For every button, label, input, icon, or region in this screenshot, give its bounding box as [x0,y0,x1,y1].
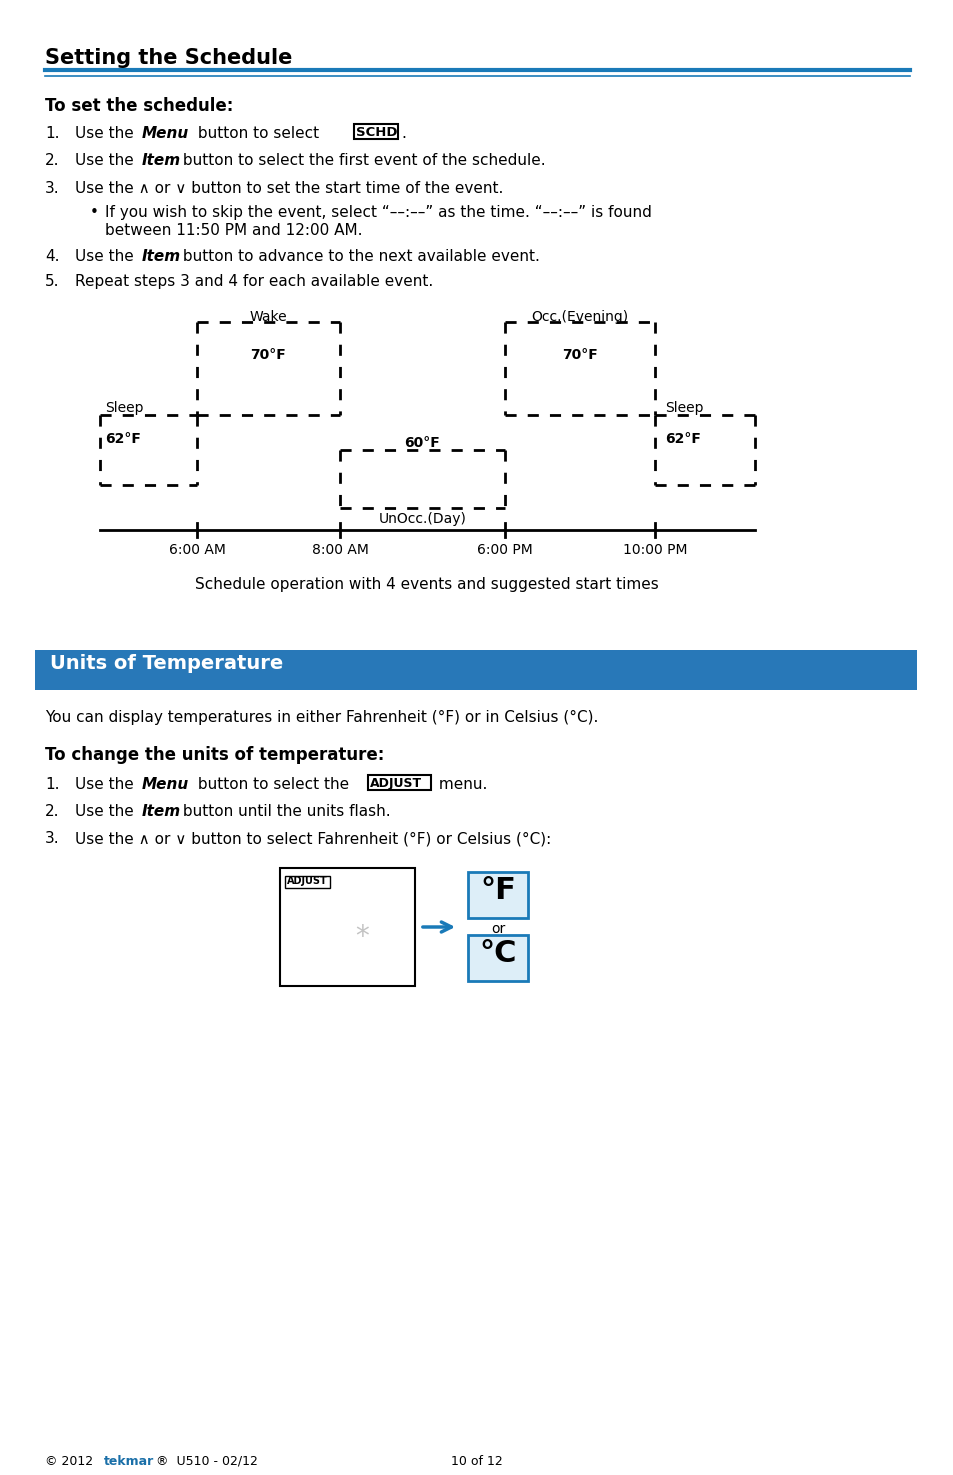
Text: button to select: button to select [193,125,324,142]
Text: To set the schedule:: To set the schedule: [45,97,233,115]
Text: 62°F: 62°F [664,432,700,445]
Text: Units of Temperature: Units of Temperature [50,653,283,673]
Text: If you wish to skip the event, select “––:––” as the time. “––:––” is found: If you wish to skip the event, select “–… [105,205,651,220]
Text: 1.: 1. [45,125,59,142]
Text: Item: Item [142,249,181,264]
Text: ADJUST: ADJUST [287,876,328,886]
Text: 60°F: 60°F [404,437,440,450]
Text: ADJUST: ADJUST [370,777,421,791]
Text: 10:00 PM: 10:00 PM [622,543,686,558]
Text: 2.: 2. [45,804,59,819]
Text: SCHD: SCHD [355,125,397,139]
Text: Use the ∧ or ∨ button to set the start time of the event.: Use the ∧ or ∨ button to set the start t… [75,181,503,196]
Text: 6:00 PM: 6:00 PM [476,543,533,558]
Text: © 2012: © 2012 [45,1454,101,1468]
Text: ®  U510 - 02/12: ® U510 - 02/12 [156,1454,257,1468]
Text: °C: °C [478,940,517,968]
Text: Menu: Menu [142,125,189,142]
Text: Item: Item [142,804,181,819]
Text: button to advance to the next available event.: button to advance to the next available … [178,249,539,264]
Text: button to select the: button to select the [193,777,354,792]
Text: Item: Item [142,153,181,168]
Text: 70°F: 70°F [561,348,598,361]
Text: .: . [400,125,405,142]
Text: or: or [491,922,504,937]
Bar [285,876,330,888]
Text: button to select the first event of the schedule.: button to select the first event of the … [178,153,545,168]
Text: 62°F: 62°F [105,432,141,445]
Text: Use the: Use the [75,125,138,142]
Bar [468,872,527,917]
Text: Sleep: Sleep [664,401,702,414]
Text: °F: °F [479,876,516,906]
Text: Sleep: Sleep [105,401,143,414]
Text: 1.: 1. [45,777,59,792]
Text: 70°F: 70°F [251,348,286,361]
Text: menu.: menu. [434,777,487,792]
Text: Use the ∧ or ∨ button to select Fahrenheit (°F) or Celsius (°C):: Use the ∧ or ∨ button to select Fahrenhe… [75,830,551,847]
Text: *: * [355,923,369,951]
Text: 6:00 AM: 6:00 AM [169,543,225,558]
Text: Use the: Use the [75,777,138,792]
Text: To change the units of temperature:: To change the units of temperature: [45,746,384,764]
Text: UnOcc.(Day): UnOcc.(Day) [378,512,466,527]
Text: button until the units flash.: button until the units flash. [178,804,390,819]
Bar [280,867,415,985]
Text: Occ.(Evening): Occ.(Evening) [531,310,628,324]
Text: 2.: 2. [45,153,59,168]
Text: 3.: 3. [45,181,59,196]
Text: Use the: Use the [75,249,138,264]
Text: Setting the Schedule: Setting the Schedule [45,49,292,68]
Text: 3.: 3. [45,830,59,847]
Text: 5.: 5. [45,274,59,289]
Text: tekmar: tekmar [104,1454,154,1468]
Text: You can display temperatures in either Fahrenheit (°F) or in Celsius (°C).: You can display temperatures in either F… [45,709,598,726]
Text: •: • [90,205,99,220]
Text: 10 of 12: 10 of 12 [451,1454,502,1468]
Text: Use the: Use the [75,804,138,819]
Text: 4.: 4. [45,249,59,264]
Text: Wake: Wake [250,310,287,324]
Bar [354,124,397,139]
Text: Menu: Menu [142,777,189,792]
Bar [35,650,916,690]
Text: between 11:50 PM and 12:00 AM.: between 11:50 PM and 12:00 AM. [105,223,362,237]
Bar [468,935,527,981]
Text: 8:00 AM: 8:00 AM [312,543,368,558]
Text: Schedule operation with 4 events and suggested start times: Schedule operation with 4 events and sug… [195,577,659,591]
Text: Use the: Use the [75,153,138,168]
Bar [368,774,431,791]
Text: Repeat steps 3 and 4 for each available event.: Repeat steps 3 and 4 for each available … [75,274,433,289]
